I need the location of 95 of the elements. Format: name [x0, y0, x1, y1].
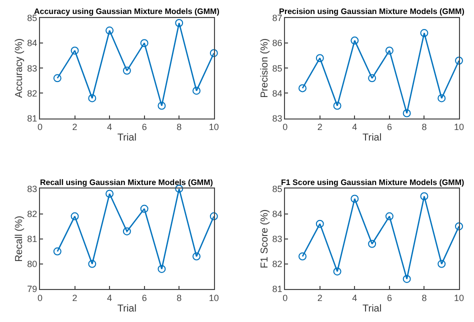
point: [298, 84, 307, 92]
y-tick-label: 82: [27, 88, 38, 98]
point: [210, 212, 218, 220]
x-axis-title: Trial: [117, 303, 136, 314]
y-tick-label: 84: [272, 208, 282, 219]
y-tick-label: 85: [272, 184, 282, 194]
point: [385, 46, 394, 55]
y-tick-label: 83: [272, 113, 282, 124]
point: [420, 192, 428, 200]
y-tick-label: 81: [27, 234, 38, 244]
chart-title: Recall using Gaussian Mixture Models (GMM): [40, 178, 214, 187]
y-tick-label: 86: [272, 38, 282, 48]
y-tick-label: 81: [272, 284, 282, 294]
point: [385, 212, 394, 220]
chart-title: Precision using Gaussian Mixture Models (GMM): [279, 7, 465, 16]
point: [368, 240, 376, 248]
x-tick-label: 10: [208, 122, 219, 132]
chart-title: F1 Score using Gaussian Mixture Models (GMM): [281, 178, 464, 187]
point: [158, 102, 166, 110]
x-tick-label: 8: [176, 122, 182, 132]
point: [316, 54, 324, 62]
point: [158, 264, 166, 273]
point: [106, 26, 114, 35]
x-tick-label: 10: [454, 292, 464, 303]
y-tick-label: 83: [27, 63, 38, 74]
point: [140, 204, 148, 213]
y-tick-label: 85: [272, 63, 282, 74]
x-tick-label: 4: [107, 122, 112, 132]
x-tick-label: 4: [352, 292, 358, 303]
point: [333, 102, 342, 110]
point: [350, 36, 359, 45]
x-tick-label: 6: [386, 122, 392, 132]
point: [88, 260, 96, 268]
y-tick-label: 79: [27, 284, 38, 294]
y-tick-label: 87: [272, 13, 282, 24]
x-tick-label: 6: [142, 122, 147, 132]
y-tick-label: 81: [27, 113, 38, 124]
y-tick-label: 82: [272, 259, 282, 270]
point: [122, 227, 131, 236]
y-tick-label: 83: [27, 184, 38, 194]
chart-title: Accuracy using Gaussian Mixture Models (GMM): [34, 7, 220, 16]
point: [350, 194, 359, 203]
point: [53, 74, 62, 82]
point: [402, 274, 411, 283]
x-tick-label: 0: [37, 292, 43, 303]
y-tick-label: 85: [27, 13, 38, 24]
y-tick-label: 83: [272, 234, 282, 244]
y-axis-title: Precision (%): [259, 38, 270, 98]
x-tick-label: 10: [208, 292, 219, 303]
y-axis-title: F1 Score (%): [259, 209, 270, 268]
x-axis-title: Trial: [117, 132, 136, 144]
x-tick-label: 6: [142, 292, 147, 303]
x-tick-label: 4: [107, 292, 112, 303]
point: [140, 39, 148, 48]
x-tick-label: 8: [422, 122, 427, 132]
x-tick-label: 2: [72, 122, 78, 132]
point: [53, 247, 62, 256]
y-tick-label: 80: [27, 259, 38, 270]
x-tick-label: 6: [386, 292, 392, 303]
point: [175, 19, 184, 28]
y-tick-label: 84: [27, 38, 38, 48]
point: [70, 212, 79, 220]
x-tick-label: 8: [422, 292, 427, 303]
point: [438, 260, 446, 268]
x-axis-title: Trial: [362, 132, 382, 144]
point: [298, 252, 307, 260]
point: [316, 220, 324, 228]
x-tick-label: 4: [352, 122, 358, 132]
x-axis-title: Trial: [362, 303, 382, 314]
x-tick-label: 2: [317, 122, 322, 132]
y-tick-label: 84: [272, 88, 282, 98]
point: [192, 252, 200, 260]
x-tick-label: 10: [454, 122, 464, 132]
point: [438, 94, 446, 102]
x-tick-label: 8: [176, 292, 182, 303]
point: [402, 109, 411, 118]
y-axis-title: Recall (%): [14, 216, 26, 262]
point: [192, 86, 200, 95]
point: [106, 190, 114, 198]
x-tick-label: 2: [72, 292, 78, 303]
point: [420, 29, 428, 38]
point: [70, 46, 79, 55]
point: [368, 74, 376, 82]
x-tick-label: 0: [37, 122, 43, 132]
point: [333, 267, 342, 276]
y-axis-title: Accuracy (%): [14, 38, 26, 98]
x-tick-label: 0: [282, 122, 288, 132]
point: [210, 49, 218, 58]
point: [455, 222, 464, 230]
point: [122, 66, 131, 75]
x-tick-label: 0: [282, 292, 288, 303]
y-tick-label: 82: [27, 208, 38, 219]
point: [455, 56, 464, 65]
x-tick-label: 2: [317, 292, 322, 303]
point: [88, 94, 96, 102]
